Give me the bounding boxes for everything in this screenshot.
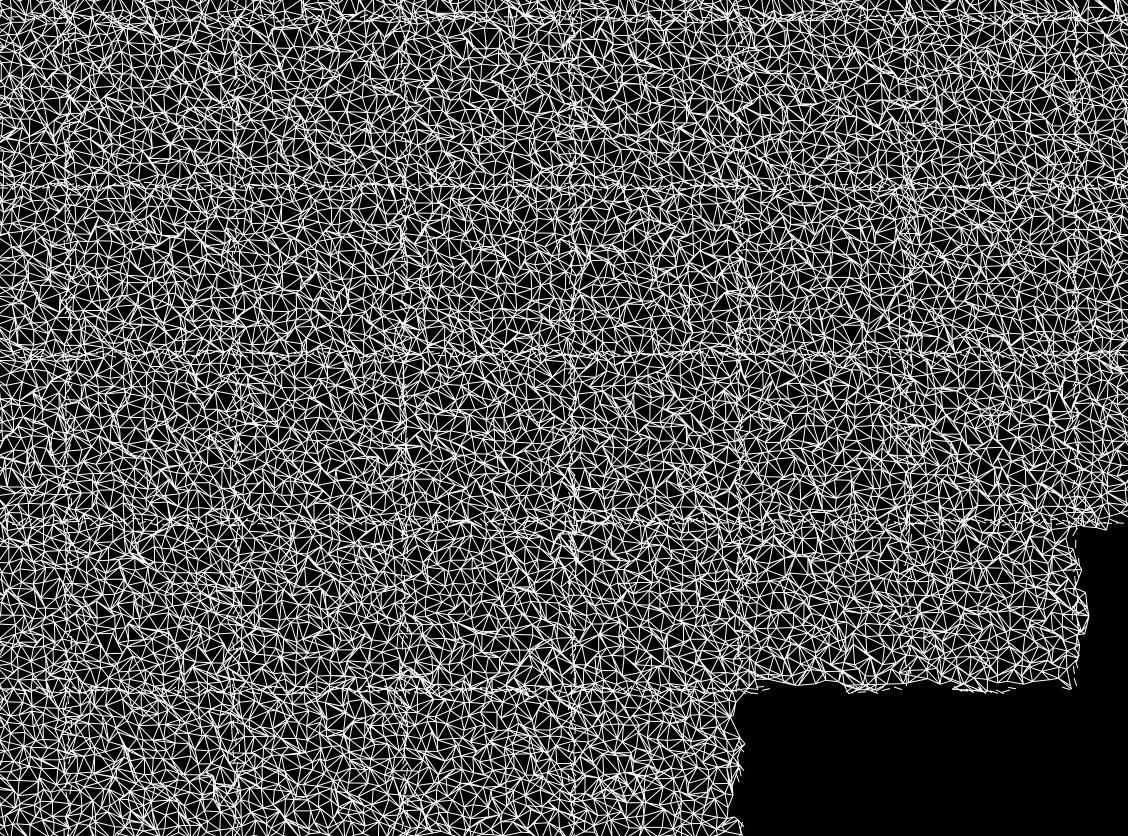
- page: {} (() => { const data = JSON.parse(docu…: [0, 0, 1128, 836]
- mesh-view: [0, 0, 1128, 836]
